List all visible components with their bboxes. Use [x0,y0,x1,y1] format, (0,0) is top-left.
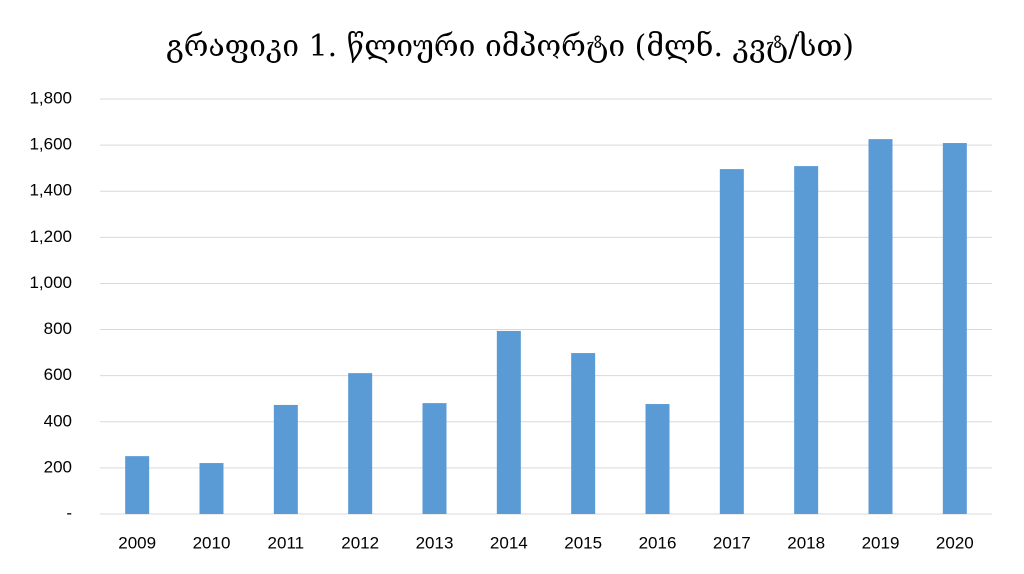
bar [719,169,744,515]
x-tick-label: 2014 [490,533,528,552]
bar [868,139,893,514]
y-tick-label: 400 [44,411,72,430]
x-tick-label: 2013 [416,533,454,552]
x-tick-label: 2012 [341,533,379,552]
y-tick-label: 800 [44,319,72,338]
y-tick-label: 1,400 [29,181,72,200]
chart-title: გრაფიკი 1. წლიური იმპორტი (მლნ. კვტ/სთ) [166,29,854,64]
bar [348,373,373,514]
y-tick-label: - [66,503,72,522]
x-tick-label: 2015 [564,533,602,552]
y-tick-label: 1,600 [29,135,72,154]
bar [496,330,521,514]
y-tick-label: 200 [44,457,72,476]
x-tick-label: 2010 [193,533,231,552]
x-tick-label: 2020 [936,533,974,552]
x-tick-label: 2017 [713,533,751,552]
bar [199,463,224,514]
x-tick-label: 2016 [639,533,677,552]
bar [571,353,596,514]
bar [422,403,447,514]
x-tick-label: 2011 [268,533,305,552]
bar [942,143,967,514]
bar [645,404,670,514]
bar [794,166,819,514]
bar [125,456,150,514]
y-tick-label: 600 [44,365,72,384]
x-tick-label: 2018 [787,533,825,552]
bar [273,404,298,514]
y-tick-label: 1,200 [29,227,72,246]
y-tick-label: 1,000 [29,273,72,292]
x-tick-label: 2019 [862,533,900,552]
x-tick-label: 2009 [118,533,156,552]
y-tick-label: 1,800 [29,88,72,107]
